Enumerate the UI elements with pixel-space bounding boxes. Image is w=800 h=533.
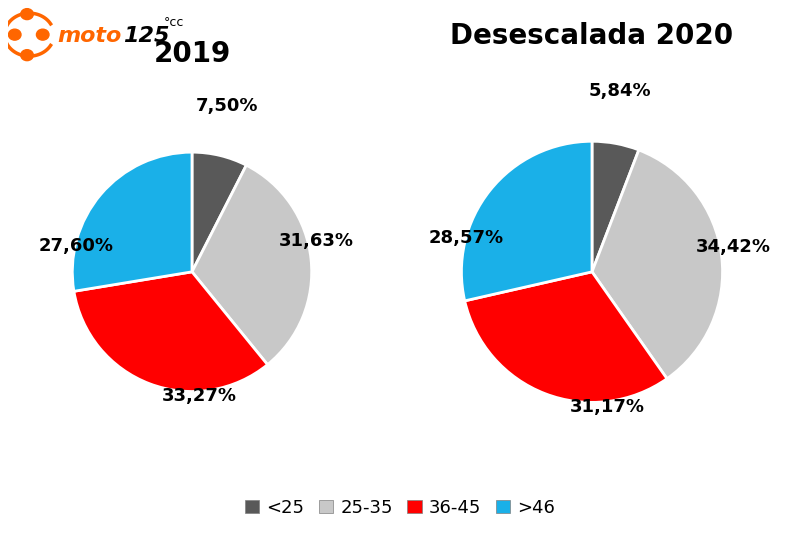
Wedge shape [74,272,267,392]
Text: 28,57%: 28,57% [429,229,504,247]
Text: °cc: °cc [164,17,184,29]
Wedge shape [592,141,639,272]
Text: 31,63%: 31,63% [278,232,354,250]
Wedge shape [192,165,312,365]
Title: 2019: 2019 [154,39,230,68]
Wedge shape [462,141,592,301]
Circle shape [37,29,49,40]
Circle shape [9,29,21,40]
Text: 7,50%: 7,50% [196,96,258,115]
Text: 27,60%: 27,60% [39,238,114,255]
Circle shape [21,50,34,61]
Title: Desescalada 2020: Desescalada 2020 [450,22,734,50]
Text: 125: 125 [123,26,170,46]
Wedge shape [72,152,192,292]
Text: moto: moto [58,26,122,46]
Circle shape [21,9,34,20]
Wedge shape [592,150,722,378]
Wedge shape [465,272,667,402]
Text: 5,84%: 5,84% [588,82,651,100]
Text: 31,17%: 31,17% [570,398,645,416]
Legend: <25, 25-35, 36-45, >46: <25, 25-35, 36-45, >46 [238,491,562,524]
Text: 33,27%: 33,27% [162,387,237,405]
Text: 34,42%: 34,42% [696,238,771,256]
Wedge shape [192,152,246,272]
